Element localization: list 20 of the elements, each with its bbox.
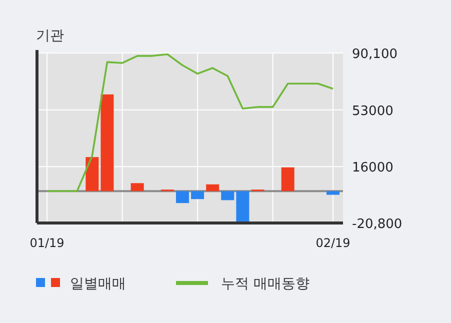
bar (130, 183, 144, 192)
bar (191, 191, 204, 200)
bar (176, 191, 189, 204)
bar (281, 167, 294, 192)
bar (221, 191, 234, 200)
chart-title: 기관 (36, 28, 64, 44)
y-tick-label: 16000 (352, 160, 394, 176)
legend-label: 일별매매 (70, 276, 126, 292)
bar (206, 184, 220, 192)
y-tick-label: 53000 (352, 104, 394, 119)
line-series (46, 53, 334, 192)
y-tick-label: -20,800 (352, 217, 402, 232)
legend-label: 누적 매매동향 (221, 276, 310, 292)
bar (86, 157, 99, 192)
bar (100, 94, 114, 192)
bar (236, 191, 250, 222)
y-tick-label: 90,100 (352, 47, 398, 62)
bar (326, 191, 340, 195)
x-tick-label: 02/19 (316, 236, 350, 250)
x-tick-label: 01/19 (30, 236, 64, 250)
